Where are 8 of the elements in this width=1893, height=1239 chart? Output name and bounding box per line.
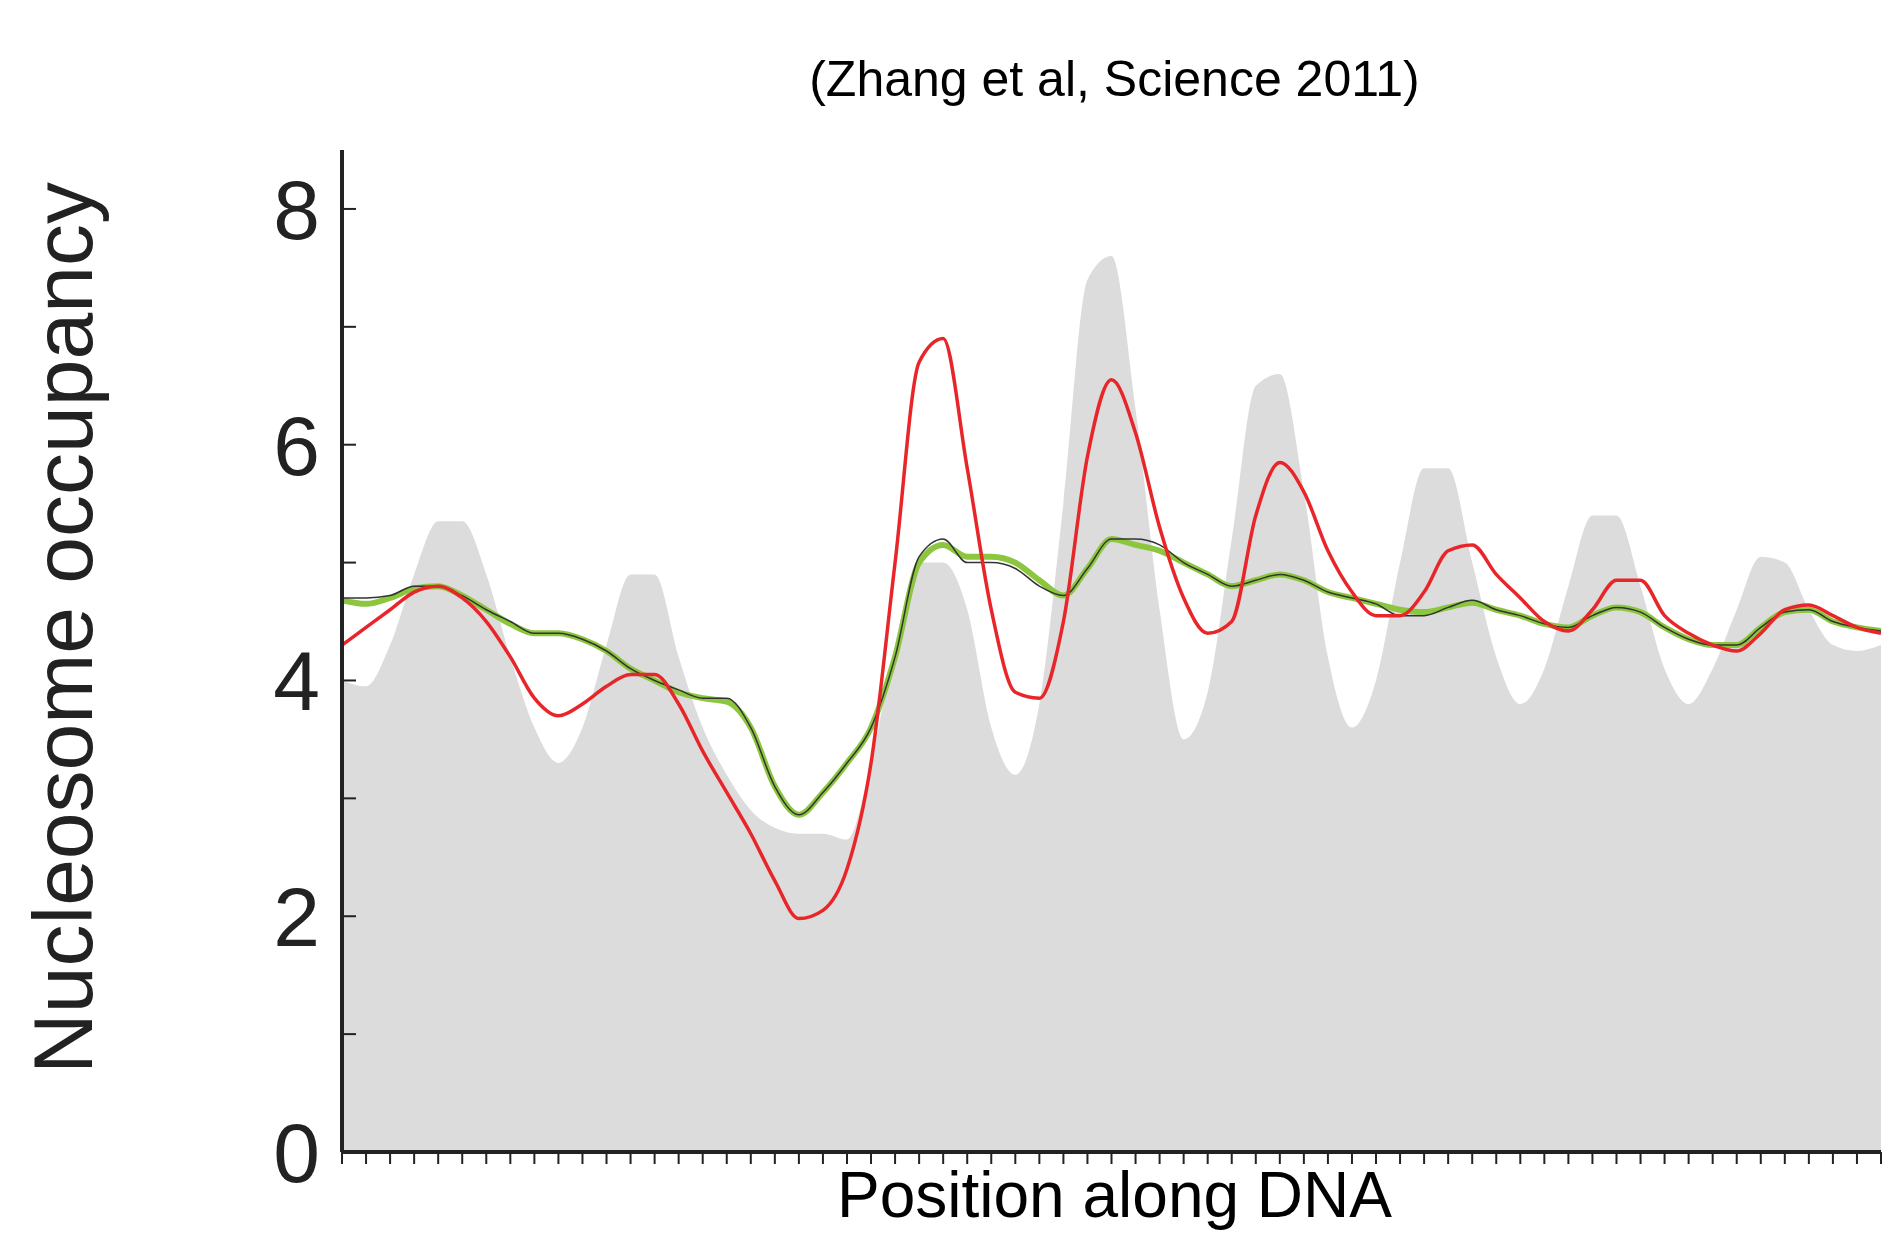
y-axis-title: Nucleosome occupancy (14, 182, 111, 1074)
chart-title: (Zhang et al, Science 2011) (808, 50, 1421, 108)
y-tick-label: 0 (273, 1105, 320, 1200)
y-tick-label: 4 (273, 634, 320, 729)
y-tick-label: 6 (273, 398, 320, 493)
x-axis-title: Position along DNA (836, 1158, 1393, 1232)
y-tick-label: 8 (273, 162, 320, 257)
y-tick-label: 2 (273, 870, 320, 965)
